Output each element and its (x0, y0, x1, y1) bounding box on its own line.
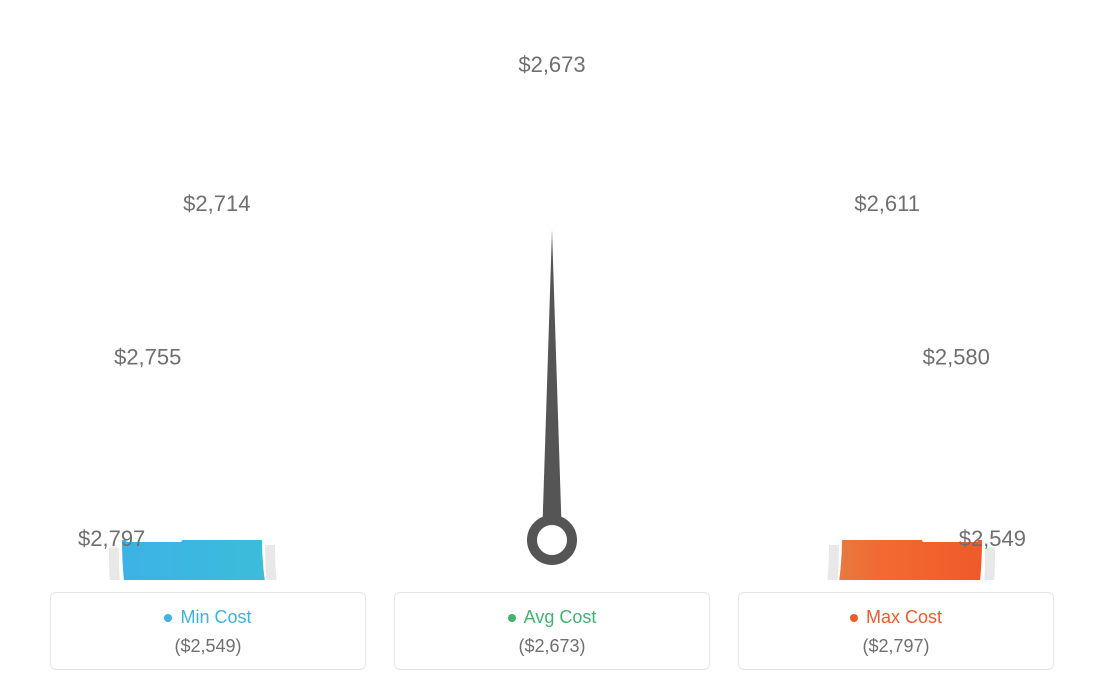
legend-row: Min Cost ($2,549) Avg Cost ($2,673) Max … (50, 592, 1054, 670)
gauge-chart-container: $2,549 $2,580 $2,611 $2,673 $2,714 $2,755 $2,7… (0, 0, 1104, 690)
legend-card-max: Max Cost ($2,797) (738, 592, 1054, 670)
svg-text:$2,755: $2,755 (114, 345, 181, 370)
svg-text:$2,580: $2,580 (923, 345, 990, 370)
svg-text:$2,714: $2,714 (183, 191, 250, 216)
svg-text:$2,797: $2,797 (78, 526, 145, 551)
svg-text:$2,549: $2,549 (959, 526, 1026, 551)
dot-icon (164, 614, 172, 622)
legend-label: Avg Cost (524, 607, 597, 628)
legend-value: ($2,673) (407, 636, 697, 657)
legend-title-max: Max Cost (850, 607, 942, 628)
legend-card-min: Min Cost ($2,549) (50, 592, 366, 670)
svg-text:$2,673: $2,673 (518, 52, 585, 77)
legend-label: Max Cost (866, 607, 942, 628)
legend-value: ($2,549) (63, 636, 353, 657)
dot-icon (508, 614, 516, 622)
legend-card-avg: Avg Cost ($2,673) (394, 592, 710, 670)
legend-title-min: Min Cost (164, 607, 251, 628)
legend-value: ($2,797) (751, 636, 1041, 657)
gauge-wrapper: $2,549 $2,580 $2,611 $2,673 $2,714 $2,755 $2,7… (0, 20, 1104, 580)
dot-icon (850, 614, 858, 622)
legend-title-avg: Avg Cost (508, 607, 597, 628)
legend-label: Min Cost (180, 607, 251, 628)
gauge-svg: $2,549 $2,580 $2,611 $2,673 $2,714 $2,755 $2,7… (22, 20, 1082, 580)
svg-text:$2,611: $2,611 (854, 191, 920, 216)
